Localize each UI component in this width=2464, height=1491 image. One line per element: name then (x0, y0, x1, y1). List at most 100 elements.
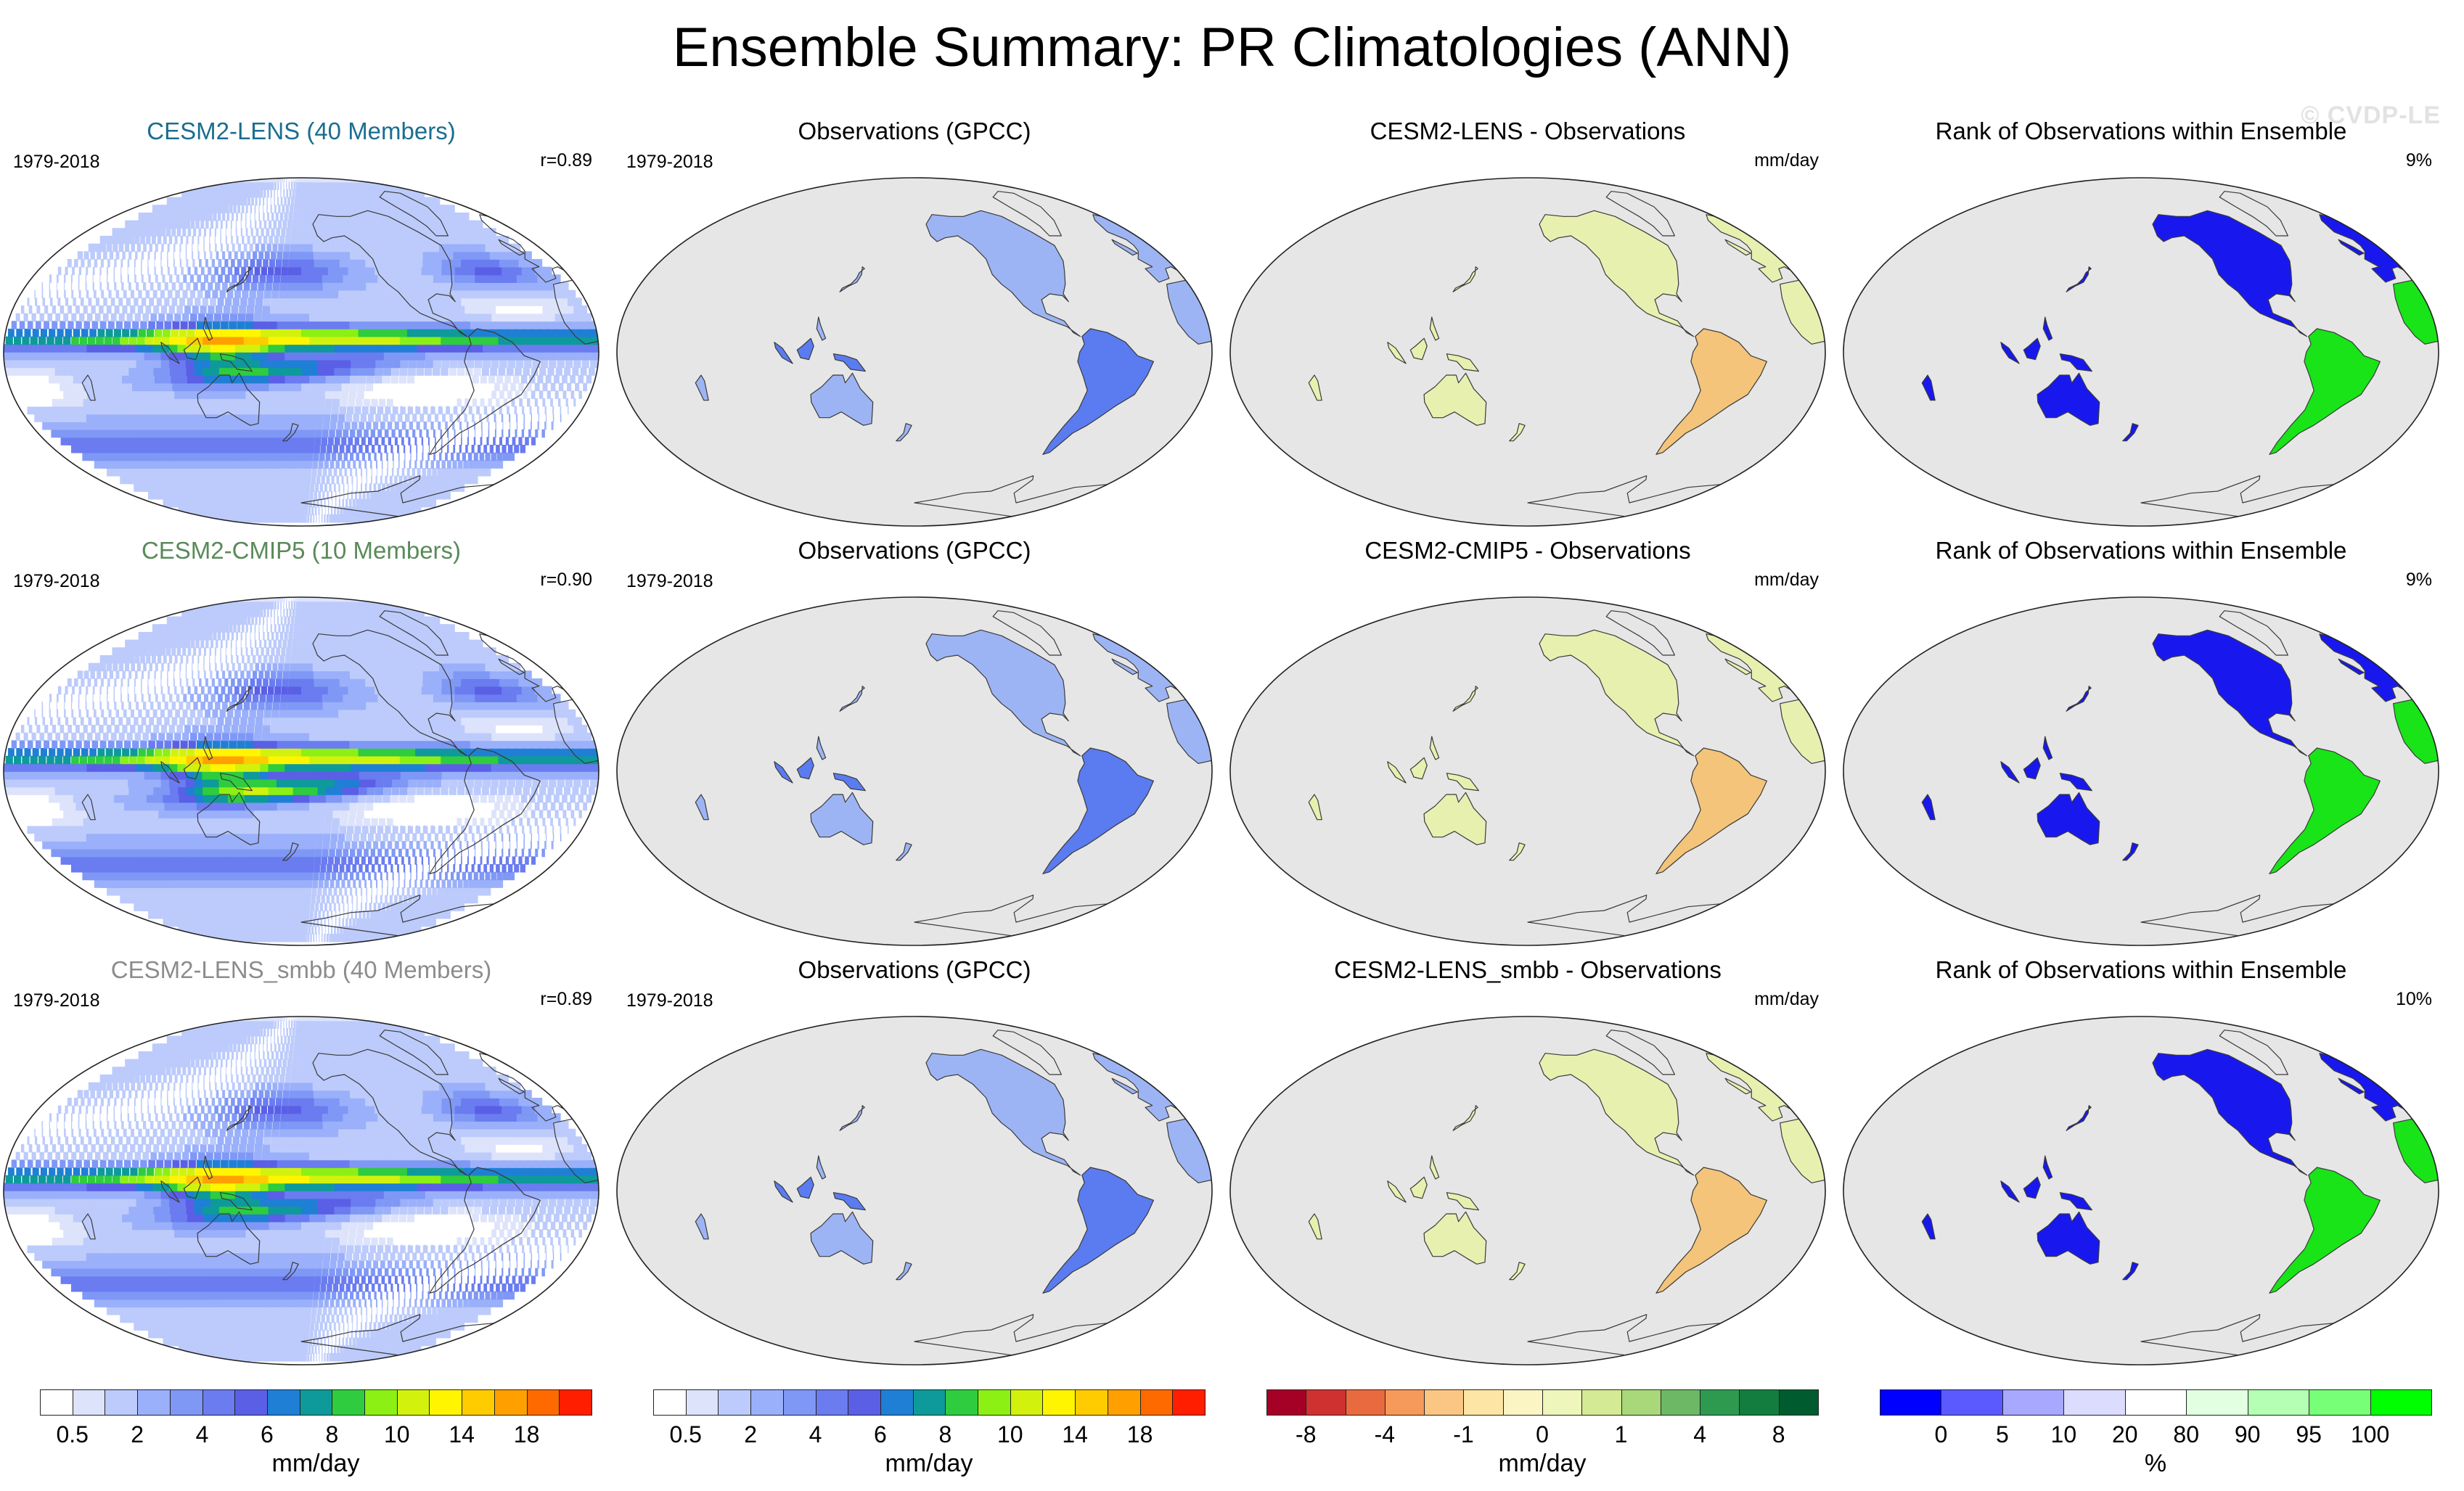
field-cell (473, 437, 476, 445)
field-cell (427, 871, 430, 881)
field-cell (202, 336, 211, 345)
field-cell (523, 313, 536, 322)
field-cell (334, 926, 336, 935)
field-cell (359, 786, 367, 795)
field-cell (479, 879, 486, 888)
field-cell (408, 786, 416, 795)
field-cell (425, 879, 429, 888)
field-cell (208, 398, 218, 407)
field-cell (144, 763, 153, 772)
field-cell (507, 864, 513, 873)
field-cell (398, 848, 402, 858)
field-cell (183, 429, 195, 438)
field-cell (118, 313, 125, 322)
field-cell (204, 251, 206, 260)
field-cell (53, 344, 62, 353)
field-cell (284, 197, 287, 206)
field-cell (212, 289, 218, 299)
field-cell (232, 243, 235, 252)
field-cell (150, 220, 158, 229)
field-cell (264, 251, 270, 260)
field-cell (111, 359, 121, 369)
field-cell (220, 197, 227, 206)
field-cell (227, 266, 233, 276)
field-cell (118, 406, 131, 415)
landmass-nz (282, 423, 299, 442)
field-cell (331, 475, 335, 485)
field-cell (263, 414, 274, 422)
field-cell (136, 243, 141, 252)
field-cell (77, 251, 83, 260)
field-cell (327, 259, 335, 268)
field-cell (242, 468, 252, 477)
field-cell (166, 228, 171, 237)
field-cell (73, 297, 76, 306)
field-cell (134, 259, 136, 268)
field-cell (386, 251, 398, 260)
field-cell (148, 802, 160, 811)
field-cell (464, 289, 477, 299)
field-cell (398, 429, 402, 438)
field-cell (393, 491, 400, 500)
field-cell (113, 274, 115, 283)
field-cell (564, 367, 571, 376)
field-cell (412, 833, 417, 842)
field-cell (152, 359, 163, 369)
field-cell (462, 871, 466, 881)
field-cell (555, 786, 562, 795)
field-cell (148, 274, 151, 283)
field-cell (141, 266, 142, 276)
field-cell (251, 763, 261, 772)
field-cell (292, 344, 302, 353)
field-cell (519, 305, 532, 314)
field-cell (266, 205, 268, 213)
field-cell (255, 243, 260, 252)
field-cell (528, 848, 531, 858)
field-cell (255, 895, 265, 904)
field-cell (114, 398, 127, 407)
field-cell (349, 321, 359, 329)
field-cell (175, 414, 187, 422)
field-cell (290, 879, 297, 888)
field-cell (86, 414, 101, 422)
field-cell (446, 406, 451, 415)
field-cell (271, 228, 275, 237)
field-cell (259, 181, 264, 190)
field-cell (130, 375, 141, 384)
field-cell (314, 911, 317, 919)
field-cell (131, 414, 144, 422)
field-cell (301, 903, 306, 911)
field-cell (304, 514, 307, 523)
field-cell (387, 398, 393, 407)
field-cell (130, 794, 141, 803)
field-cell (459, 282, 472, 291)
field-cell (293, 414, 302, 422)
field-cell (317, 344, 327, 353)
field-cell (210, 359, 220, 369)
field-cell (476, 406, 480, 415)
field-cell (128, 422, 142, 430)
field-cell (145, 786, 155, 795)
field-cell (236, 213, 238, 221)
field-cell (396, 313, 406, 322)
field-cell (562, 390, 567, 399)
field-cell (379, 818, 386, 826)
field-cell (230, 220, 232, 229)
field-cell (441, 475, 448, 485)
field-cell (453, 825, 458, 834)
field-cell (301, 251, 308, 260)
field-cell (216, 871, 227, 881)
field-cell (380, 251, 392, 260)
field-cell (216, 220, 218, 229)
field-cell (540, 359, 549, 369)
field-cell (287, 926, 293, 935)
field-cell (301, 475, 307, 485)
field-cell (441, 437, 443, 445)
field-cell (62, 359, 72, 369)
field-cell (324, 305, 334, 314)
field-cell (478, 321, 489, 329)
field-cell (285, 818, 295, 826)
field-cell (374, 336, 385, 345)
field-cell (364, 460, 367, 469)
field-cell (353, 833, 360, 842)
